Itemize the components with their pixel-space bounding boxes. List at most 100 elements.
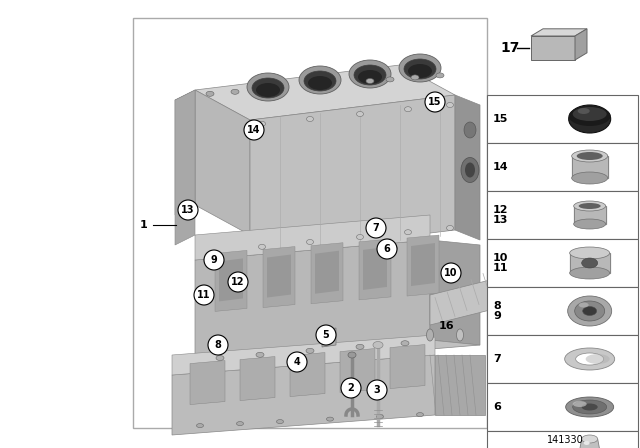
Text: 3: 3 (374, 385, 380, 395)
Ellipse shape (358, 70, 382, 84)
Ellipse shape (354, 65, 386, 85)
Polygon shape (570, 253, 610, 273)
Text: 11: 11 (493, 263, 509, 273)
Ellipse shape (582, 306, 596, 315)
Ellipse shape (573, 400, 607, 414)
Text: 2: 2 (348, 383, 355, 393)
Polygon shape (219, 258, 243, 302)
Bar (487, 335, 638, 383)
Ellipse shape (436, 73, 444, 78)
Text: 8: 8 (493, 301, 500, 311)
Circle shape (377, 239, 397, 259)
Ellipse shape (564, 348, 614, 370)
Ellipse shape (447, 225, 454, 231)
Polygon shape (411, 243, 435, 286)
Circle shape (208, 335, 228, 355)
Ellipse shape (356, 234, 364, 240)
Text: 6: 6 (493, 402, 501, 412)
Polygon shape (315, 251, 339, 294)
Polygon shape (340, 349, 375, 392)
Text: 15: 15 (493, 114, 508, 124)
Ellipse shape (252, 78, 284, 98)
Polygon shape (175, 90, 195, 245)
Bar (487, 383, 638, 431)
Circle shape (194, 285, 214, 305)
Ellipse shape (464, 122, 476, 138)
Polygon shape (430, 240, 480, 345)
Ellipse shape (349, 60, 391, 88)
Ellipse shape (582, 258, 598, 268)
Polygon shape (195, 65, 455, 120)
Ellipse shape (373, 341, 383, 349)
Ellipse shape (465, 163, 475, 177)
Ellipse shape (572, 150, 608, 162)
Bar (487, 95, 638, 143)
Text: 9: 9 (493, 311, 501, 321)
Polygon shape (267, 254, 291, 297)
Text: 6: 6 (383, 244, 390, 254)
Ellipse shape (366, 78, 374, 83)
Ellipse shape (307, 116, 314, 121)
Text: 10: 10 (493, 253, 508, 263)
Text: 10: 10 (444, 268, 458, 278)
Ellipse shape (196, 424, 204, 427)
Polygon shape (572, 156, 608, 178)
Text: 7: 7 (493, 354, 500, 364)
Ellipse shape (570, 267, 610, 279)
Circle shape (287, 352, 307, 372)
Ellipse shape (307, 240, 314, 245)
Polygon shape (290, 353, 325, 396)
Ellipse shape (577, 152, 603, 160)
Ellipse shape (456, 329, 463, 341)
Polygon shape (172, 355, 435, 435)
Polygon shape (195, 240, 430, 360)
Text: 9: 9 (211, 255, 218, 265)
Polygon shape (435, 355, 485, 415)
Ellipse shape (375, 224, 385, 232)
Ellipse shape (399, 54, 441, 82)
Polygon shape (576, 439, 604, 448)
Ellipse shape (259, 244, 266, 249)
Ellipse shape (356, 112, 364, 116)
Ellipse shape (586, 354, 610, 364)
Polygon shape (531, 29, 587, 36)
Text: 17: 17 (500, 41, 520, 55)
Bar (487, 143, 638, 191)
Circle shape (204, 250, 224, 270)
Ellipse shape (576, 353, 604, 365)
Ellipse shape (386, 77, 394, 82)
Text: 7: 7 (372, 223, 380, 233)
Text: 5: 5 (323, 330, 330, 340)
Ellipse shape (259, 121, 266, 126)
Bar (133, 18, 487, 428)
Ellipse shape (247, 73, 289, 101)
Ellipse shape (582, 435, 598, 443)
Circle shape (228, 272, 248, 292)
Ellipse shape (573, 201, 605, 211)
Text: 14: 14 (247, 125, 260, 135)
Polygon shape (240, 357, 275, 401)
Polygon shape (390, 345, 425, 388)
Ellipse shape (404, 230, 412, 235)
Polygon shape (359, 239, 391, 300)
Ellipse shape (308, 76, 332, 90)
Circle shape (441, 263, 461, 283)
Text: 13: 13 (493, 215, 508, 225)
Polygon shape (172, 335, 435, 375)
Ellipse shape (573, 401, 587, 407)
Bar (487, 191, 638, 239)
Circle shape (244, 120, 264, 140)
Ellipse shape (578, 108, 589, 114)
Ellipse shape (569, 106, 611, 126)
Ellipse shape (306, 348, 314, 353)
Polygon shape (195, 90, 250, 235)
Ellipse shape (376, 414, 383, 418)
Circle shape (425, 92, 445, 112)
Circle shape (366, 218, 386, 238)
Circle shape (178, 200, 198, 220)
Ellipse shape (408, 64, 432, 78)
Text: 14: 14 (493, 162, 509, 172)
Text: 11: 11 (197, 290, 211, 300)
Text: 12: 12 (493, 205, 509, 215)
Ellipse shape (584, 441, 589, 445)
